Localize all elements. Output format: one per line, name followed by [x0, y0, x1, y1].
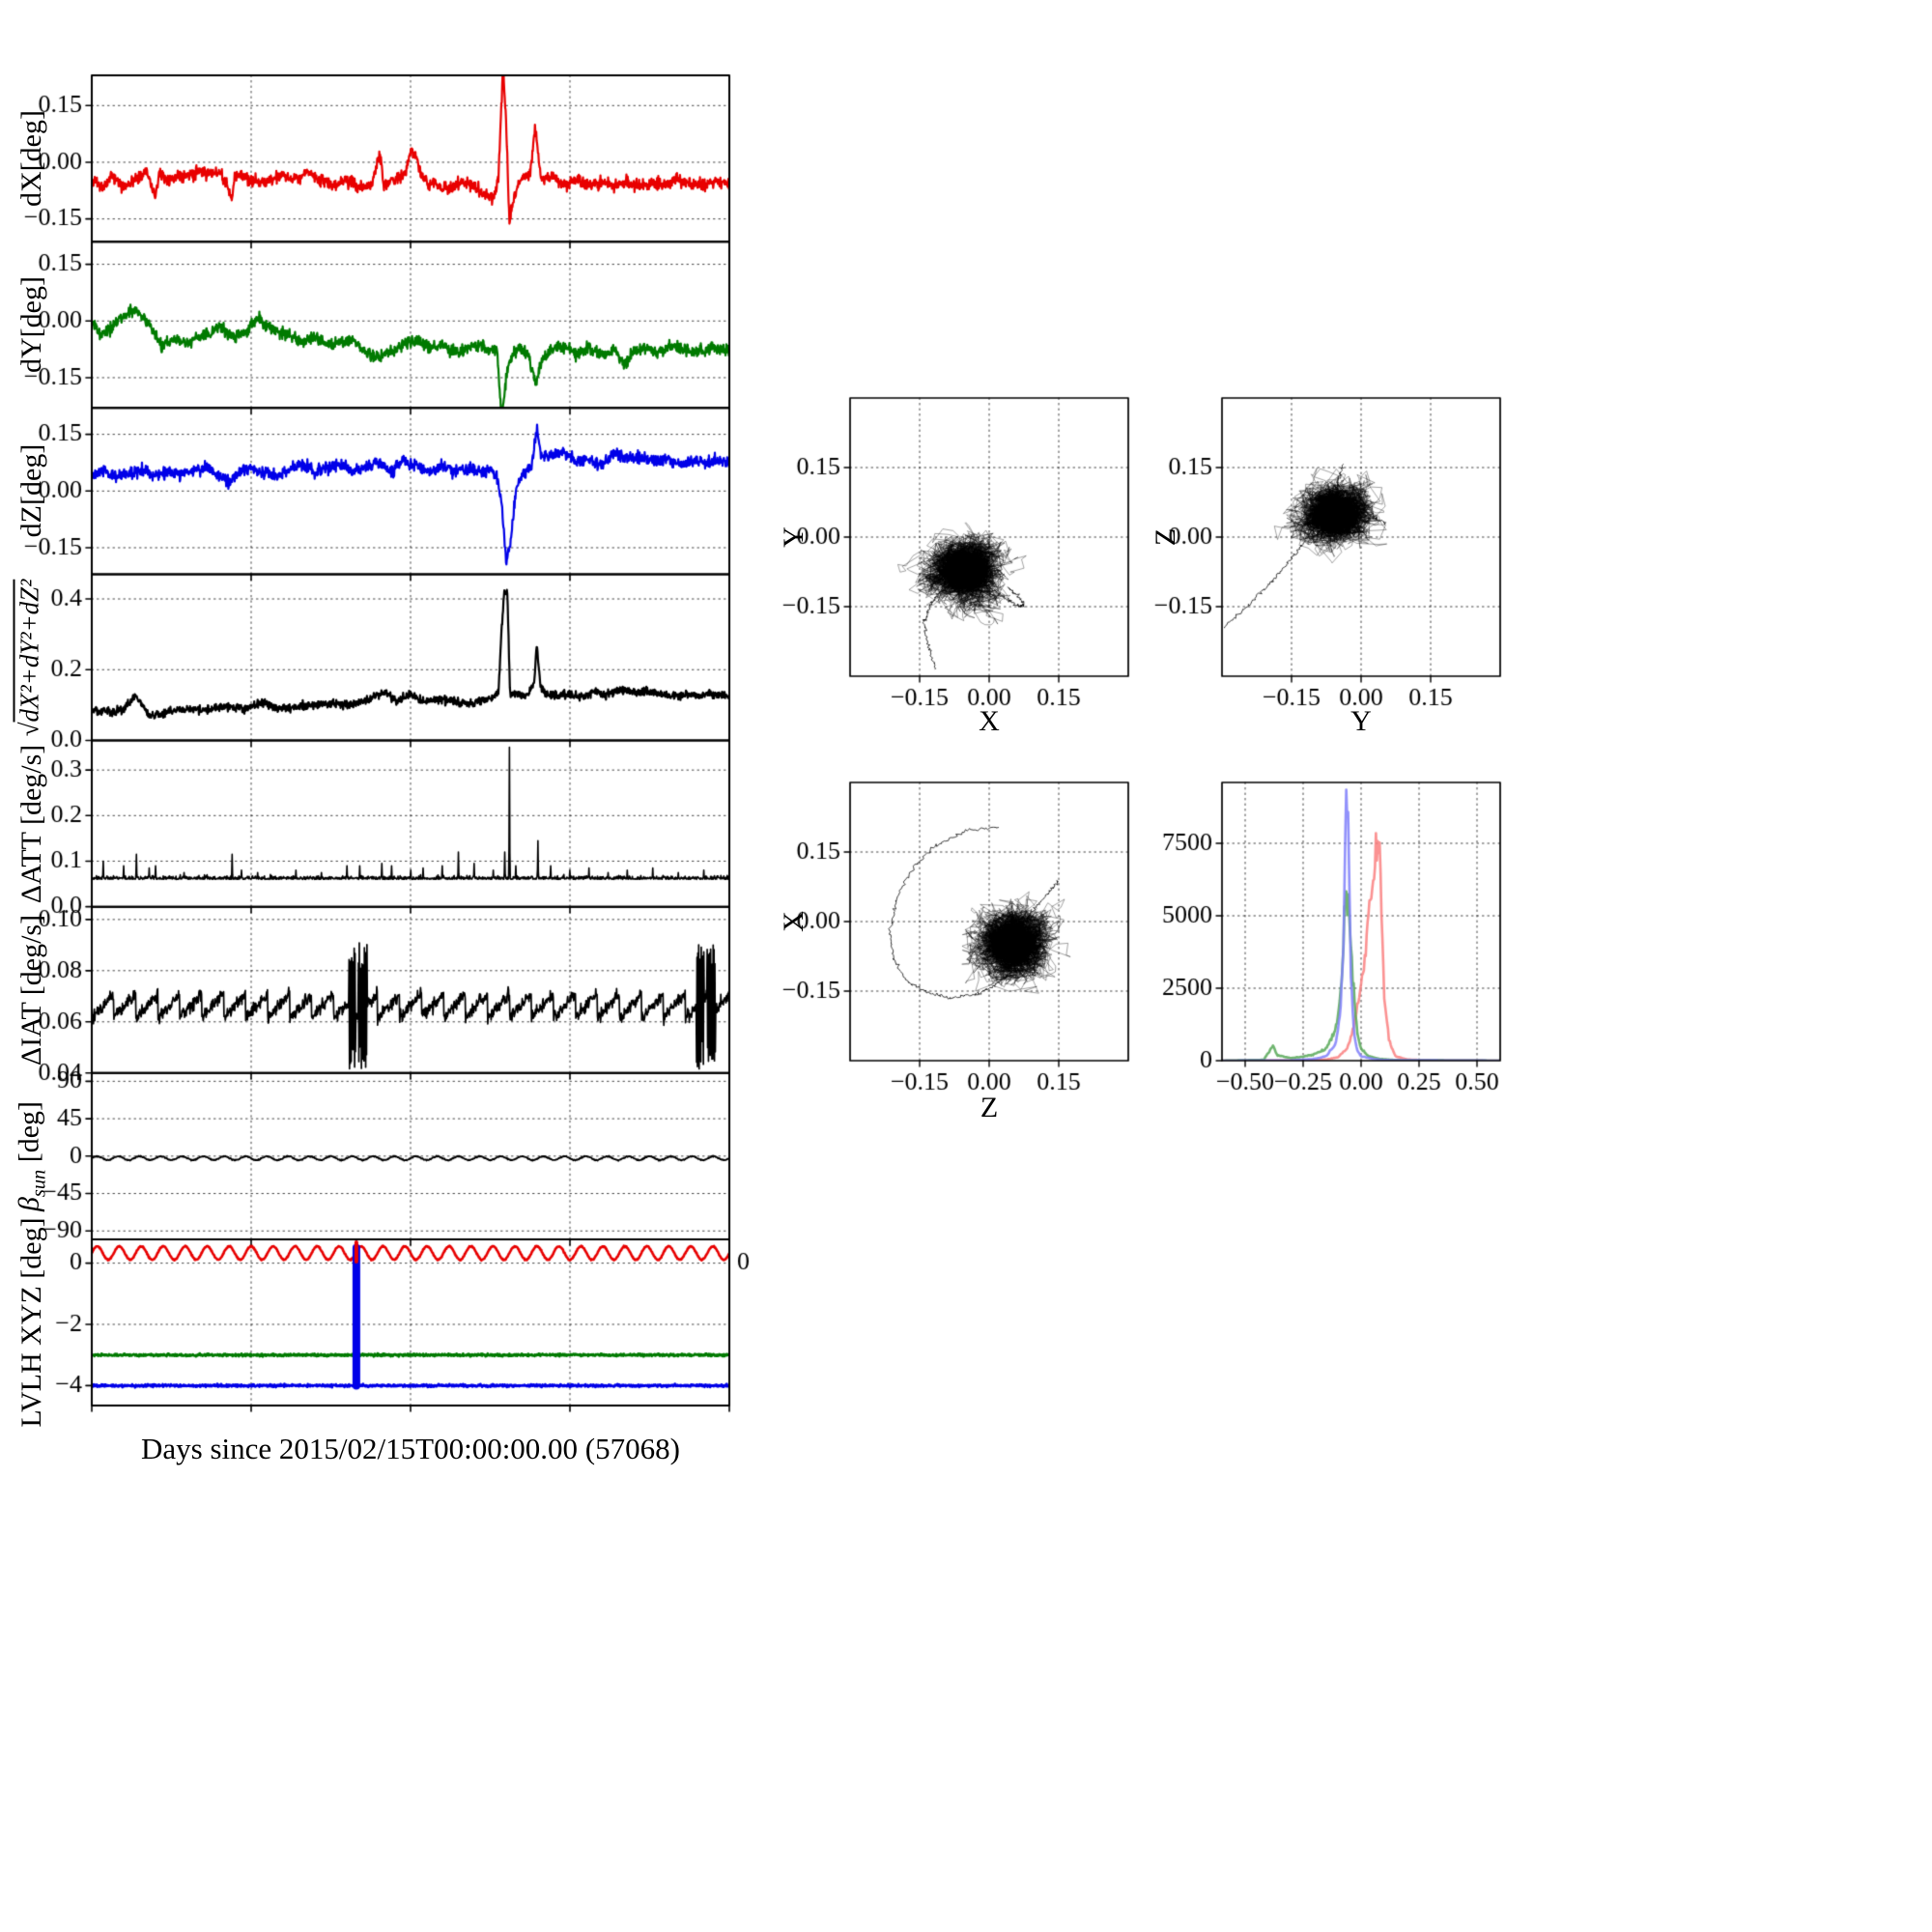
beta-unit: [deg] [13, 1100, 45, 1170]
ylabel-magnitude: √dX²+dY²+dZ² [14, 579, 44, 737]
beta-symbol: β [13, 1197, 45, 1212]
ylabel-delta-iat: ΔIAT [deg/s] [15, 914, 47, 1066]
scatter-yz-xlabel: Y [1350, 705, 1372, 737]
ylabel-delta-att: ΔATT [deg/s] [15, 744, 47, 904]
scatter-yz-ylabel: Z [1150, 527, 1181, 547]
scatter-zx-xlabel: Z [980, 1092, 999, 1123]
scatter-zx-ylabel: X [778, 911, 810, 932]
beta-subscript: sun [28, 1169, 50, 1198]
ylabel-dy: dY[deg] [15, 276, 47, 373]
ylabel-beta-sun: βsun [deg] [13, 1100, 50, 1212]
ylabel-dz: dZ[deg] [15, 443, 47, 538]
radicand: dX²+dY²+dZ² [14, 579, 44, 723]
xaxis-label: Days since 2015/02/15T00:00:00.00 (57068… [141, 1432, 680, 1465]
ylabel-dx: dX[deg] [15, 110, 47, 207]
ylabel-lvlh: LVLH XYZ [deg] [15, 1217, 47, 1428]
scatter-xy-xlabel: X [979, 705, 1000, 737]
scatter-xy-ylabel: Y [778, 526, 810, 548]
radical-sign: √ [14, 722, 44, 737]
